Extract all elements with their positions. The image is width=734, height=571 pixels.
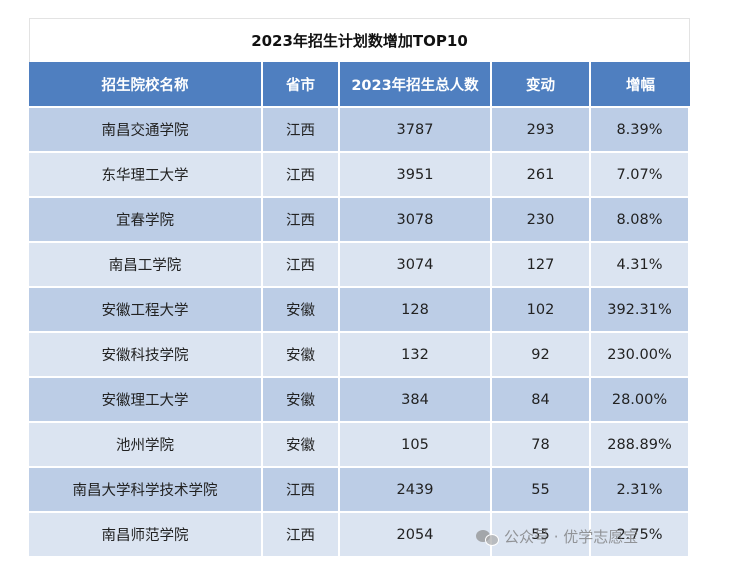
school-name-cell: 南昌大学科学技术学院	[29, 468, 263, 513]
province-cell: 江西	[263, 153, 340, 198]
school-name-cell: 安徽理工大学	[29, 378, 263, 423]
school-name-cell: 安徽工程大学	[29, 288, 263, 333]
change-cell: 293	[492, 108, 591, 153]
total-cell: 128	[340, 288, 492, 333]
school-name-cell: 东华理工大学	[29, 153, 263, 198]
province-cell: 江西	[263, 198, 340, 243]
change-cell: 55	[492, 513, 591, 558]
school-name-cell: 安徽科技学院	[29, 333, 263, 378]
growth-cell: 288.89%	[591, 423, 690, 468]
growth-cell: 392.31%	[591, 288, 690, 333]
header-total-2023: 2023年招生总人数	[340, 62, 492, 108]
growth-cell: 230.00%	[591, 333, 690, 378]
total-cell: 3078	[340, 198, 492, 243]
header-change: 变动	[492, 62, 591, 108]
table-title: 2023年招生计划数增加TOP10	[29, 18, 690, 62]
growth-cell: 28.00%	[591, 378, 690, 423]
growth-cell: 2.31%	[591, 468, 690, 513]
province-cell: 江西	[263, 513, 340, 558]
change-cell: 230	[492, 198, 591, 243]
school-name-cell: 池州学院	[29, 423, 263, 468]
change-cell: 84	[492, 378, 591, 423]
change-cell: 55	[492, 468, 591, 513]
table-grid: 招生院校名称 省市 2023年招生总人数 变动 增幅 南昌交通学院 江西 3787 2…	[29, 62, 690, 558]
change-cell: 261	[492, 153, 591, 198]
growth-cell: 8.39%	[591, 108, 690, 153]
province-cell: 安徽	[263, 288, 340, 333]
total-cell: 3074	[340, 243, 492, 288]
change-cell: 92	[492, 333, 591, 378]
change-cell: 102	[492, 288, 591, 333]
province-cell: 安徽	[263, 378, 340, 423]
school-name-cell: 宜春学院	[29, 198, 263, 243]
header-school-name: 招生院校名称	[29, 62, 263, 108]
growth-cell: 8.08%	[591, 198, 690, 243]
growth-cell: 7.07%	[591, 153, 690, 198]
total-cell: 3787	[340, 108, 492, 153]
province-cell: 江西	[263, 108, 340, 153]
total-cell: 2439	[340, 468, 492, 513]
province-cell: 安徽	[263, 423, 340, 468]
school-name-cell: 南昌工学院	[29, 243, 263, 288]
total-cell: 2054	[340, 513, 492, 558]
header-province: 省市	[263, 62, 340, 108]
province-cell: 江西	[263, 468, 340, 513]
province-cell: 安徽	[263, 333, 340, 378]
growth-cell: 4.31%	[591, 243, 690, 288]
total-cell: 384	[340, 378, 492, 423]
header-growth: 增幅	[591, 62, 690, 108]
change-cell: 127	[492, 243, 591, 288]
growth-cell: 2.75%	[591, 513, 690, 558]
province-cell: 江西	[263, 243, 340, 288]
change-cell: 78	[492, 423, 591, 468]
ranking-table: 2023年招生计划数增加TOP10 招生院校名称 省市 2023年招生总人数 变…	[29, 18, 690, 558]
total-cell: 105	[340, 423, 492, 468]
school-name-cell: 南昌师范学院	[29, 513, 263, 558]
school-name-cell: 南昌交通学院	[29, 108, 263, 153]
total-cell: 3951	[340, 153, 492, 198]
total-cell: 132	[340, 333, 492, 378]
